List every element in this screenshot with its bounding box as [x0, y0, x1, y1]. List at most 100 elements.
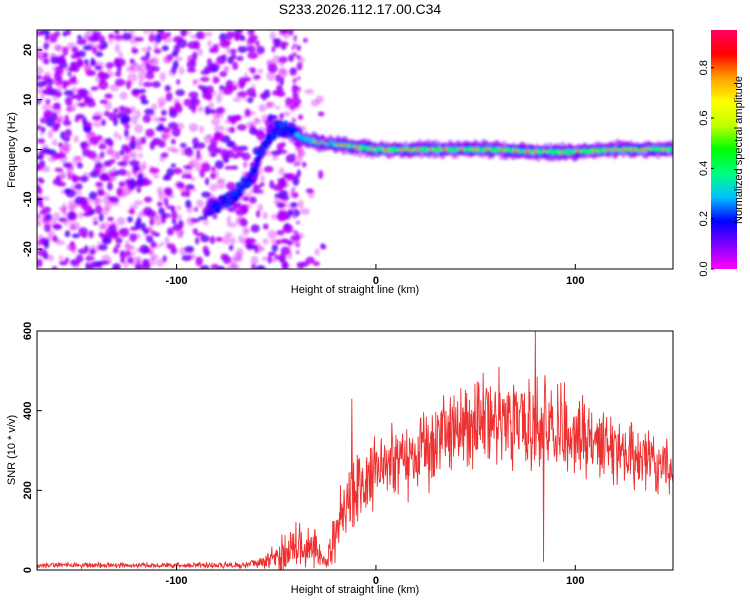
- noise-blob: [136, 145, 143, 152]
- noise-blob: [226, 46, 231, 55]
- noise-blob: [44, 111, 51, 120]
- noise-blob: [304, 89, 315, 95]
- noise-blob: [290, 202, 298, 208]
- ridge-peak: [407, 148, 414, 151]
- noise-blob: [117, 111, 126, 120]
- noise-blob: [166, 134, 171, 139]
- noise-blob: [216, 180, 226, 190]
- noise-blob: [141, 47, 148, 52]
- noise-blob: [113, 32, 123, 43]
- noise-blob: [55, 78, 60, 88]
- noise-blob: [134, 123, 144, 134]
- noise-blob: [214, 160, 224, 170]
- noise-blob: [296, 76, 301, 81]
- noise-blob: [171, 65, 177, 74]
- noise-blob: [170, 138, 176, 145]
- noise-blob: [58, 142, 63, 148]
- y-tick-label: 10: [22, 94, 34, 106]
- ridge-peak: [457, 148, 465, 151]
- ridge-core: [263, 144, 268, 148]
- noise-blob: [282, 223, 293, 232]
- noise-blob: [194, 237, 200, 245]
- noise-blob: [258, 126, 266, 132]
- noise-blob: [77, 248, 88, 255]
- noise-blob: [39, 201, 44, 209]
- noise-blob: [129, 61, 134, 71]
- noise-blob: [239, 80, 245, 89]
- noise-blob: [281, 260, 288, 269]
- ridge-core: [259, 151, 264, 155]
- noise-blob: [227, 206, 237, 213]
- noise-blob: [57, 181, 67, 187]
- noise-blob: [116, 216, 126, 226]
- noise-blob: [143, 206, 153, 216]
- noise-blob: [98, 35, 106, 44]
- noise-blob: [64, 230, 71, 238]
- noise-blob: [95, 51, 104, 57]
- noise-blob: [109, 84, 120, 92]
- noise-blob: [114, 43, 121, 53]
- noise-blob: [58, 255, 64, 261]
- noise-blob: [292, 79, 297, 84]
- ridge-peak: [559, 150, 564, 153]
- noise-blob: [115, 243, 121, 248]
- noise-blob: [149, 217, 155, 226]
- figure-title: S233.2026.112.17.00.C34: [279, 1, 442, 17]
- noise-blob: [117, 134, 123, 141]
- noise-blob: [186, 54, 195, 63]
- noise-blob: [41, 165, 51, 173]
- noise-blob: [67, 204, 77, 210]
- noise-blob: [108, 35, 114, 44]
- noise-blob: [272, 55, 282, 64]
- noise-blob: [308, 188, 315, 199]
- noise-blob: [64, 96, 73, 106]
- noise-blob: [162, 255, 167, 263]
- noise-blob: [114, 58, 119, 65]
- y-tick-label: 200: [22, 481, 34, 499]
- noise-blobs: [37, 30, 327, 269]
- noise-blob: [72, 261, 81, 269]
- noise-blob: [267, 113, 274, 122]
- noise-blob: [62, 202, 67, 211]
- noise-blob: [52, 105, 62, 115]
- noise-blob: [248, 34, 258, 41]
- noise-blob: [260, 190, 265, 195]
- noise-blob: [64, 114, 69, 122]
- noise-blob: [158, 192, 167, 202]
- noise-blob: [44, 213, 53, 221]
- noise-blob: [142, 259, 150, 265]
- x-tick-label: -100: [166, 275, 188, 287]
- noise-blob: [320, 244, 327, 250]
- noise-blob: [177, 213, 182, 222]
- noise-blob: [72, 173, 77, 184]
- noise-blob: [108, 139, 114, 147]
- noise-blob: [215, 57, 222, 64]
- noise-blob: [144, 108, 154, 115]
- noise-blob: [292, 37, 297, 42]
- noise-blob: [142, 81, 153, 88]
- colorbar-gradient: [711, 30, 737, 269]
- noise-blob: [138, 78, 143, 88]
- noise-blob: [173, 167, 179, 173]
- noise-blob: [47, 155, 57, 163]
- ridge-core: [255, 160, 260, 164]
- ridge-peak: [574, 150, 582, 153]
- noise-blob: [37, 99, 42, 105]
- noise-blob: [203, 65, 213, 74]
- noise-blob: [262, 211, 269, 220]
- noise-blob: [47, 88, 58, 94]
- noise-blob: [55, 240, 66, 246]
- noise-blob: [66, 105, 71, 114]
- noise-blob: [275, 105, 281, 110]
- noise-blob: [221, 54, 227, 61]
- noise-blob: [180, 147, 187, 157]
- noise-blob: [124, 124, 130, 132]
- noise-blob: [62, 217, 71, 226]
- noise-blob: [153, 48, 162, 54]
- noise-blob: [179, 246, 188, 256]
- noise-blob: [275, 201, 281, 208]
- noise-blob: [191, 176, 196, 182]
- noise-blob: [195, 153, 203, 162]
- snr-frame: [36, 330, 674, 571]
- noise-blob: [187, 149, 194, 159]
